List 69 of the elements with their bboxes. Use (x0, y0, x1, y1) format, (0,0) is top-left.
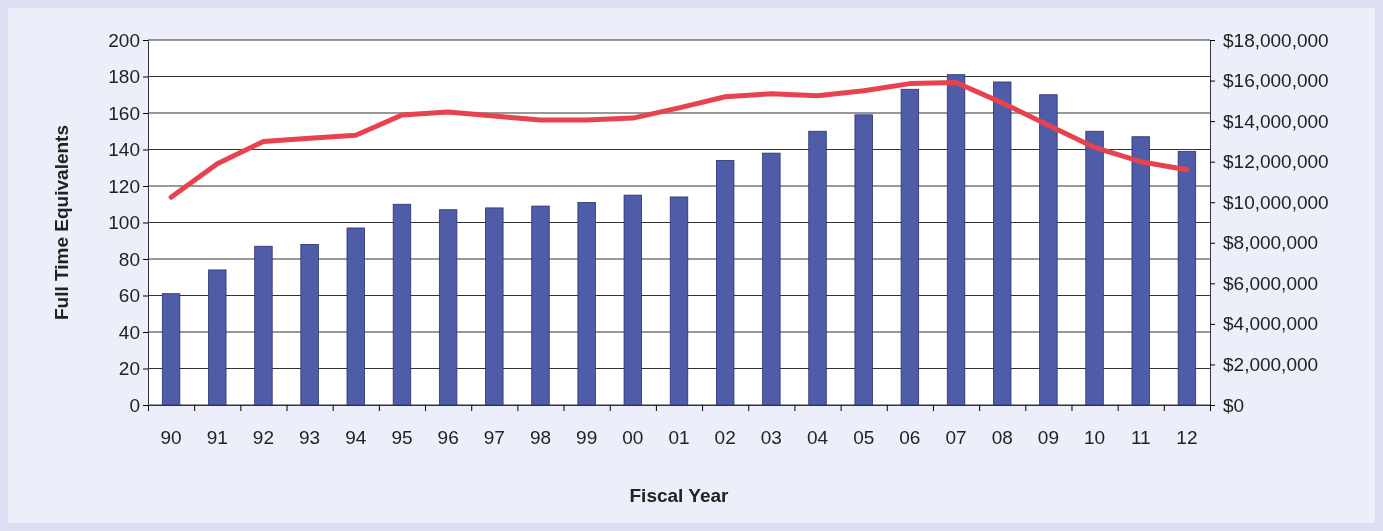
x-tick-label: 92 (252, 427, 275, 449)
bar (669, 196, 689, 406)
y2-tick-label: $6,000,000 (1223, 272, 1319, 294)
bar (1177, 150, 1197, 406)
y-tick-label: 180 (108, 66, 140, 88)
x-tick-label: 96 (437, 427, 459, 449)
bar (485, 207, 504, 406)
bar (854, 114, 873, 406)
x-tick-label: 09 (1037, 427, 1059, 449)
bar (346, 227, 365, 406)
bar (438, 209, 458, 406)
x-tick-label: 00 (622, 427, 644, 449)
bar (946, 74, 966, 406)
y2-tick-label: $12,000,000 (1223, 151, 1329, 173)
bar (531, 205, 550, 406)
x-tick-label: 95 (391, 427, 413, 449)
y2-tick-label: $10,000,000 (1223, 191, 1329, 213)
y-tick-label: 0 (129, 394, 140, 416)
y-tick-label: 160 (108, 102, 140, 124)
bar (623, 194, 642, 406)
y2-tick-label: $2,000,000 (1223, 354, 1319, 376)
y-tick-label: 200 (108, 29, 140, 51)
x-tick-label: 01 (668, 427, 690, 449)
bar (392, 203, 412, 406)
x-tick-label: 99 (576, 427, 598, 449)
x-tick-label: 06 (899, 427, 921, 449)
bar (808, 130, 827, 406)
y2-tick-label: $0 (1223, 394, 1245, 416)
bar (1039, 94, 1058, 406)
bar (577, 202, 596, 406)
y2-tick-label: $4,000,000 (1223, 313, 1319, 335)
x-axis-title: Fiscal Year (629, 485, 730, 506)
x-tick-label: 08 (991, 427, 1013, 449)
x-tick-label: 10 (1083, 427, 1106, 449)
x-tick-label: 12 (1176, 427, 1198, 449)
bar (161, 293, 181, 406)
x-tick-label: 94 (345, 427, 367, 449)
x-tick-label: 90 (160, 427, 182, 449)
bar (300, 244, 319, 406)
y-tick-label: 100 (108, 212, 140, 234)
bar (716, 160, 735, 406)
bar (762, 152, 781, 406)
bar (254, 245, 273, 406)
x-tick-label: 97 (483, 427, 505, 449)
x-tick-label: 93 (299, 427, 321, 449)
x-tick-label: 03 (760, 427, 782, 449)
y-axis-title: Full Time Equivalents (51, 125, 72, 320)
x-tick-label: 91 (206, 427, 228, 449)
y-tick-label: 120 (108, 175, 140, 197)
y2-tick-label: $16,000,000 (1223, 70, 1329, 92)
x-tick-label: 02 (714, 427, 736, 449)
y2-tick-label: $8,000,000 (1223, 232, 1319, 254)
bar (1131, 136, 1150, 406)
y2-tick-label: $14,000,000 (1223, 110, 1329, 132)
y-tick-label: 20 (118, 358, 140, 380)
bar (208, 269, 227, 406)
x-tick-label: 04 (806, 427, 829, 449)
bar (900, 88, 920, 406)
y-tick-label: 140 (108, 139, 140, 161)
y2-tick-label: $18,000,000 (1223, 29, 1329, 51)
y-tick-label: 80 (118, 248, 140, 270)
y-tick-label: 60 (118, 285, 140, 307)
x-tick-label: 05 (853, 427, 875, 449)
x-tick-label: 11 (1130, 427, 1151, 449)
y-tick-label: 40 (118, 321, 140, 343)
x-tick-label: 98 (529, 427, 552, 449)
bar (1085, 130, 1104, 406)
x-tick-label: 07 (945, 427, 967, 449)
bar (993, 81, 1012, 406)
